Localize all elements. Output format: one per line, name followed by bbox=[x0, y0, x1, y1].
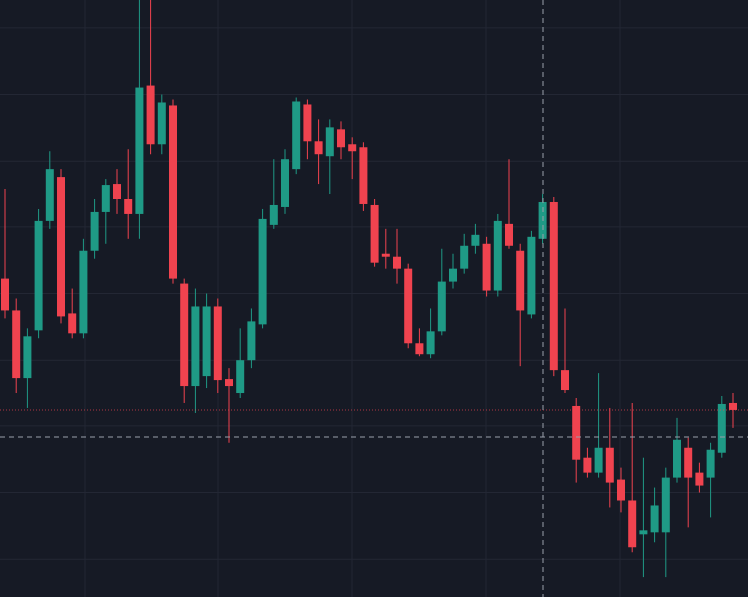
candle-body bbox=[34, 220, 43, 331]
candle-body bbox=[45, 169, 54, 221]
candle-body bbox=[717, 403, 726, 453]
candle-body bbox=[650, 505, 659, 533]
candle-body bbox=[337, 129, 345, 148]
candle-body bbox=[460, 245, 469, 269]
candle-body bbox=[202, 306, 211, 377]
candle-body bbox=[314, 141, 323, 155]
candle-body bbox=[415, 343, 424, 355]
candle-body bbox=[673, 439, 681, 478]
candle-body bbox=[269, 204, 278, 225]
candle-body bbox=[225, 379, 233, 387]
candle-body bbox=[605, 447, 614, 483]
candle-body bbox=[292, 101, 301, 170]
candle-body bbox=[359, 147, 368, 204]
candle-body bbox=[617, 479, 625, 501]
candle-body bbox=[549, 201, 558, 371]
candle-body bbox=[169, 105, 177, 279]
candle-body bbox=[180, 283, 189, 387]
candle-body bbox=[213, 306, 222, 381]
candle-body bbox=[113, 184, 121, 199]
candle-body bbox=[516, 250, 525, 311]
candle-body bbox=[561, 370, 569, 391]
candle-body bbox=[583, 457, 592, 473]
candle-body bbox=[482, 243, 491, 291]
candle-body bbox=[381, 253, 390, 257]
candle-body bbox=[281, 159, 289, 207]
candle-body bbox=[370, 204, 379, 263]
candle-body bbox=[437, 281, 446, 332]
candle-body bbox=[393, 256, 401, 269]
candle-body bbox=[23, 336, 32, 379]
candle-body bbox=[729, 402, 737, 410]
candle-body bbox=[303, 104, 312, 142]
candle-body bbox=[449, 268, 457, 282]
candle-body bbox=[236, 360, 245, 394]
candle-body bbox=[135, 87, 144, 214]
candle-body bbox=[90, 211, 99, 251]
candle-body bbox=[348, 144, 357, 152]
candle-body bbox=[661, 477, 670, 533]
candle-body bbox=[695, 472, 704, 486]
candle-body bbox=[426, 331, 435, 355]
candle-body bbox=[628, 500, 637, 548]
candle-body bbox=[124, 199, 133, 214]
candle-body bbox=[527, 236, 536, 315]
candle-body bbox=[79, 250, 88, 334]
candle-body bbox=[684, 447, 693, 478]
candle-body bbox=[157, 102, 166, 145]
candle-body bbox=[572, 405, 581, 460]
candle-body bbox=[12, 310, 21, 379]
candle-body bbox=[404, 268, 413, 344]
candle-body bbox=[471, 234, 480, 246]
candle-body bbox=[706, 449, 715, 478]
candle-body bbox=[146, 85, 155, 145]
candle-body bbox=[1, 278, 9, 311]
candle-body bbox=[57, 177, 65, 317]
candle-body bbox=[325, 127, 334, 157]
candle-body bbox=[101, 185, 110, 212]
candle-body bbox=[68, 313, 77, 334]
candle-body bbox=[493, 220, 502, 291]
candle-body bbox=[639, 530, 648, 535]
candle-body bbox=[247, 321, 256, 361]
plot bbox=[0, 0, 748, 578]
candle-body bbox=[594, 447, 603, 473]
candle-body bbox=[191, 306, 200, 387]
candle-body bbox=[505, 223, 513, 246]
candle-body bbox=[258, 218, 267, 325]
